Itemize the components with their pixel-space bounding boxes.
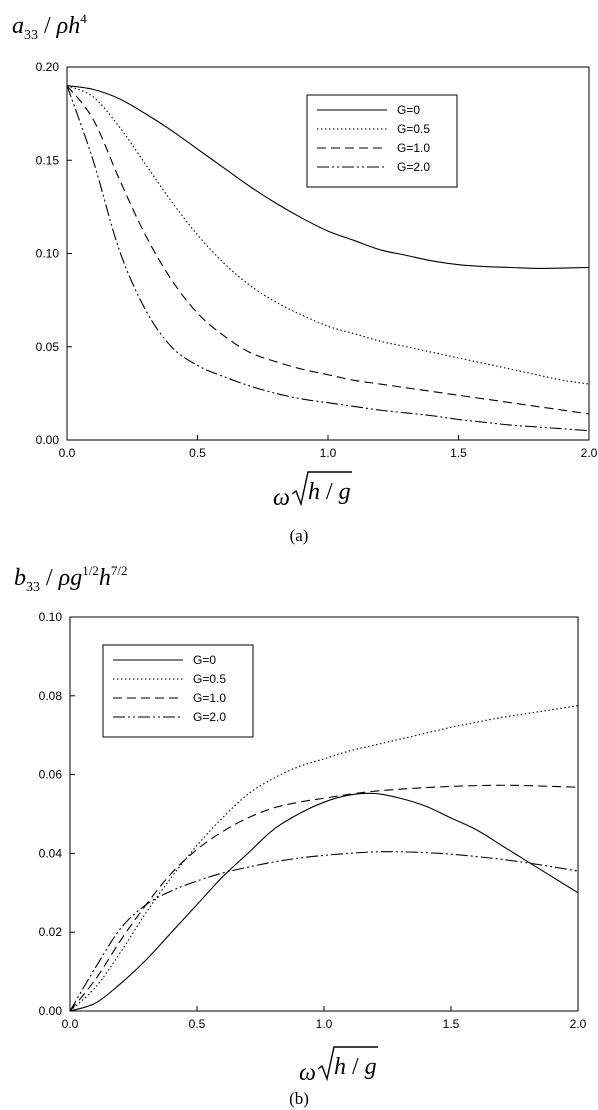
chart-b-series-line-g20 xyxy=(69,851,579,1012)
svg-text:h / g: h / g xyxy=(334,1054,377,1080)
chart-a-series-line-g20 xyxy=(66,85,590,432)
svg-text:ω: ω xyxy=(273,485,290,511)
svg-text:h / g: h / g xyxy=(308,479,351,505)
chart-a-legend-box xyxy=(306,94,458,188)
chart-a-series-line-g0 xyxy=(66,85,590,269)
chart-b-y-tick-label: 0.10 xyxy=(39,610,63,624)
chart-a-legend-label: G=0.5 xyxy=(397,122,430,136)
chart-b-series xyxy=(69,705,579,1012)
chart-b-x-tick-label: 0.0 xyxy=(62,1017,79,1031)
chart-b-legend-label: G=2.0 xyxy=(193,710,226,724)
chart-b-x-tick-label: 1.0 xyxy=(316,1017,333,1031)
chart-a-series-line-g10 xyxy=(66,85,590,415)
chart-a-caption: (a) xyxy=(290,526,309,545)
chart-a-x-tick-label: 2.0 xyxy=(581,446,598,460)
chart-b-y-tick-label: 0.06 xyxy=(39,768,63,782)
chart-b-series-line-g05 xyxy=(69,705,579,1012)
chart-b-legend-box xyxy=(102,644,254,738)
chart-b-x-tick-label: 0.5 xyxy=(189,1017,206,1031)
chart-b-legend-label: G=0.5 xyxy=(193,672,226,686)
chart-b-series-line-g10 xyxy=(69,784,579,1012)
chart-b-legend-label: G=1.0 xyxy=(193,691,226,705)
chart-b-legend-label: G=0 xyxy=(193,653,216,667)
chart-a-legend-label: G=2.0 xyxy=(397,160,430,174)
chart-b-x-axis-label: ω h / g xyxy=(299,1046,378,1086)
chart-b-axes: 0.0 0.5 1.0 1.5 2.0 0.00 0.02 0.04 0.06 0.08 0.10 xyxy=(39,610,587,1031)
chart-a-y-tick-label: 0.15 xyxy=(36,153,60,167)
chart-b-y-tick-label: 0.00 xyxy=(39,1004,63,1018)
chart-a-axes: 0.0 0.5 1.0 1.5 2.0 0.00 0.05 0.10 0.15 0.20 xyxy=(36,60,598,460)
chart-b-series-line-g0 xyxy=(69,792,579,1012)
chart-a-y-tick-label: 0.20 xyxy=(36,60,60,74)
chart-a-x-tick-label: 0.0 xyxy=(59,446,76,460)
chart-b-x-tick-label: 1.5 xyxy=(443,1017,460,1031)
chart-b-y-tick-label: 0.02 xyxy=(39,925,63,939)
chart-a-x-tick-label: 0.5 xyxy=(189,446,206,460)
chart-a-y-tick-label: 0.00 xyxy=(36,433,60,447)
chart-a-y-tick-label: 0.05 xyxy=(36,340,60,354)
chart-b-y-tick-label: 0.04 xyxy=(39,846,63,860)
chart-a: a33 / ρh4 0.0 0.5 1.0 1.5 2.0 0.00 0.05 0.10 0.1… xyxy=(12,11,598,545)
chart-b-caption: (b) xyxy=(289,1089,309,1108)
chart-a-y-tick-label: 0.10 xyxy=(36,247,60,261)
chart-b: b33 / ρg1/2h7/2 0.0 0.5 1.0 1.5 2.00.000.020… xyxy=(14,563,587,1108)
chart-a-x-tick-label: 1.0 xyxy=(320,446,337,460)
chart-b-y-tick-label: 0.08 xyxy=(39,689,63,703)
chart-a-legend-label: G=1.0 xyxy=(397,141,430,155)
chart-b-legend: G=0 G=0.5 G=1.0 G=2.0 xyxy=(102,644,254,738)
chart-a-series xyxy=(66,85,590,432)
chart-a-x-axis-label: ω h / g xyxy=(273,471,352,511)
chart-b-y-axis-label: b33 / ρg1/2h7/2 xyxy=(14,563,127,595)
chart-a-x-tick-label: 1.5 xyxy=(450,446,467,460)
chart-a-legend-label: G=0 xyxy=(397,103,420,117)
chart-a-legend: G=0 G=0.5 G=1.0 G=2.0 xyxy=(306,94,458,188)
chart-b-x-tick-label: 2.0 xyxy=(570,1017,587,1031)
svg-text:ω: ω xyxy=(299,1060,316,1086)
chart-a-y-axis-label: a33 / ρh4 xyxy=(12,11,87,43)
